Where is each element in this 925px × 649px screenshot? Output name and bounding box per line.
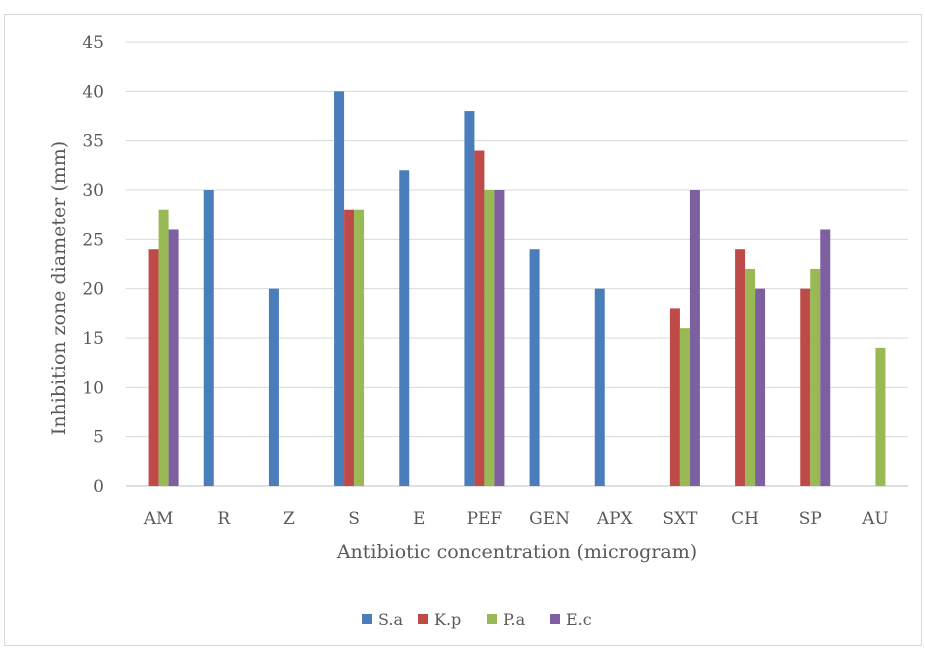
bar-S.a-Z: [268, 288, 279, 486]
bar-S.a-E: [399, 170, 410, 486]
legend-item: S.a: [362, 610, 403, 629]
y-tick-labels: 0 5 10 15 20 25 30 35 40 45: [82, 33, 104, 497]
bar-S.a-S: [334, 91, 345, 486]
legend-item: P.a: [487, 610, 526, 629]
x-tick-label: GEN: [529, 509, 570, 529]
bar-P.a-AM: [158, 209, 169, 486]
x-tick-label: Z: [283, 509, 295, 529]
bar-E.c-PEF: [494, 190, 505, 486]
x-axis-title: Antibiotic concentration (microgram): [336, 541, 697, 563]
x-tick-label: PEF: [467, 509, 503, 529]
x-tick-label: APX: [596, 509, 634, 529]
bar-S.a-PEF: [464, 111, 475, 487]
x-tick-label: E: [413, 509, 425, 529]
bar-P.a-PEF: [484, 190, 495, 486]
x-tick-labels: AM R Z S E PEF GEN APX SXT CH SP AU: [143, 509, 889, 529]
legend-label: S.a: [378, 610, 403, 629]
x-tick-label: R: [217, 509, 231, 529]
x-tick-label: S: [348, 509, 360, 529]
bar-E.c-SXT: [689, 190, 700, 486]
legend-swatch: [550, 614, 560, 624]
y-tick-label: 25: [82, 230, 104, 250]
x-tick-label: AU: [861, 509, 889, 529]
y-tick-label: 45: [82, 33, 104, 53]
y-tick-label: 40: [82, 82, 104, 102]
bar-K.p-SXT: [669, 308, 680, 486]
y-tick-label: 10: [82, 378, 104, 398]
x-tick-label: SXT: [662, 509, 698, 529]
legend-label: K.p: [434, 610, 461, 629]
y-tick-label: 5: [93, 428, 104, 448]
legend-label: P.a: [503, 610, 526, 629]
legend-item: E.c: [550, 610, 592, 629]
y-tick-label: 30: [82, 181, 104, 201]
bar-K.p-CH: [735, 249, 746, 486]
bar-E.c-SP: [820, 229, 831, 486]
bar-P.a-SP: [810, 268, 821, 486]
y-tick-label: 0: [93, 477, 104, 497]
y-tick-label: 35: [82, 132, 104, 152]
x-tick-label: SP: [799, 509, 822, 529]
bar-E.c-CH: [755, 288, 766, 486]
legend-swatch: [362, 614, 372, 624]
bar-K.p-PEF: [474, 150, 485, 487]
x-tick-label: AM: [143, 509, 174, 529]
bar-S.a-APX: [594, 288, 605, 486]
legend-swatch: [487, 614, 497, 624]
bar-S.a-GEN: [529, 249, 540, 486]
y-tick-label: 15: [82, 329, 104, 349]
bar-P.a-S: [354, 209, 365, 486]
legend: S.a K.p P.a E.c: [362, 610, 592, 629]
bar-K.p-S: [344, 209, 355, 486]
bar-P.a-SXT: [679, 328, 690, 486]
bar-K.p-SP: [800, 288, 811, 486]
bar-P.a-AU: [875, 347, 886, 486]
legend-swatch: [418, 614, 428, 624]
legend-label: E.c: [566, 610, 592, 629]
bar-P.a-CH: [745, 268, 756, 486]
gridlines: [126, 41, 908, 487]
legend-item: K.p: [418, 610, 461, 629]
y-axis-title: Inhibition zone diameter (mm): [48, 141, 70, 435]
x-tick-label: CH: [731, 509, 759, 529]
bar-S.a-R: [203, 190, 214, 486]
y-tick-label: 20: [82, 280, 104, 300]
bar-E.c-AM: [168, 229, 179, 486]
bar-K.p-AM: [148, 249, 159, 486]
bars: [148, 91, 886, 487]
